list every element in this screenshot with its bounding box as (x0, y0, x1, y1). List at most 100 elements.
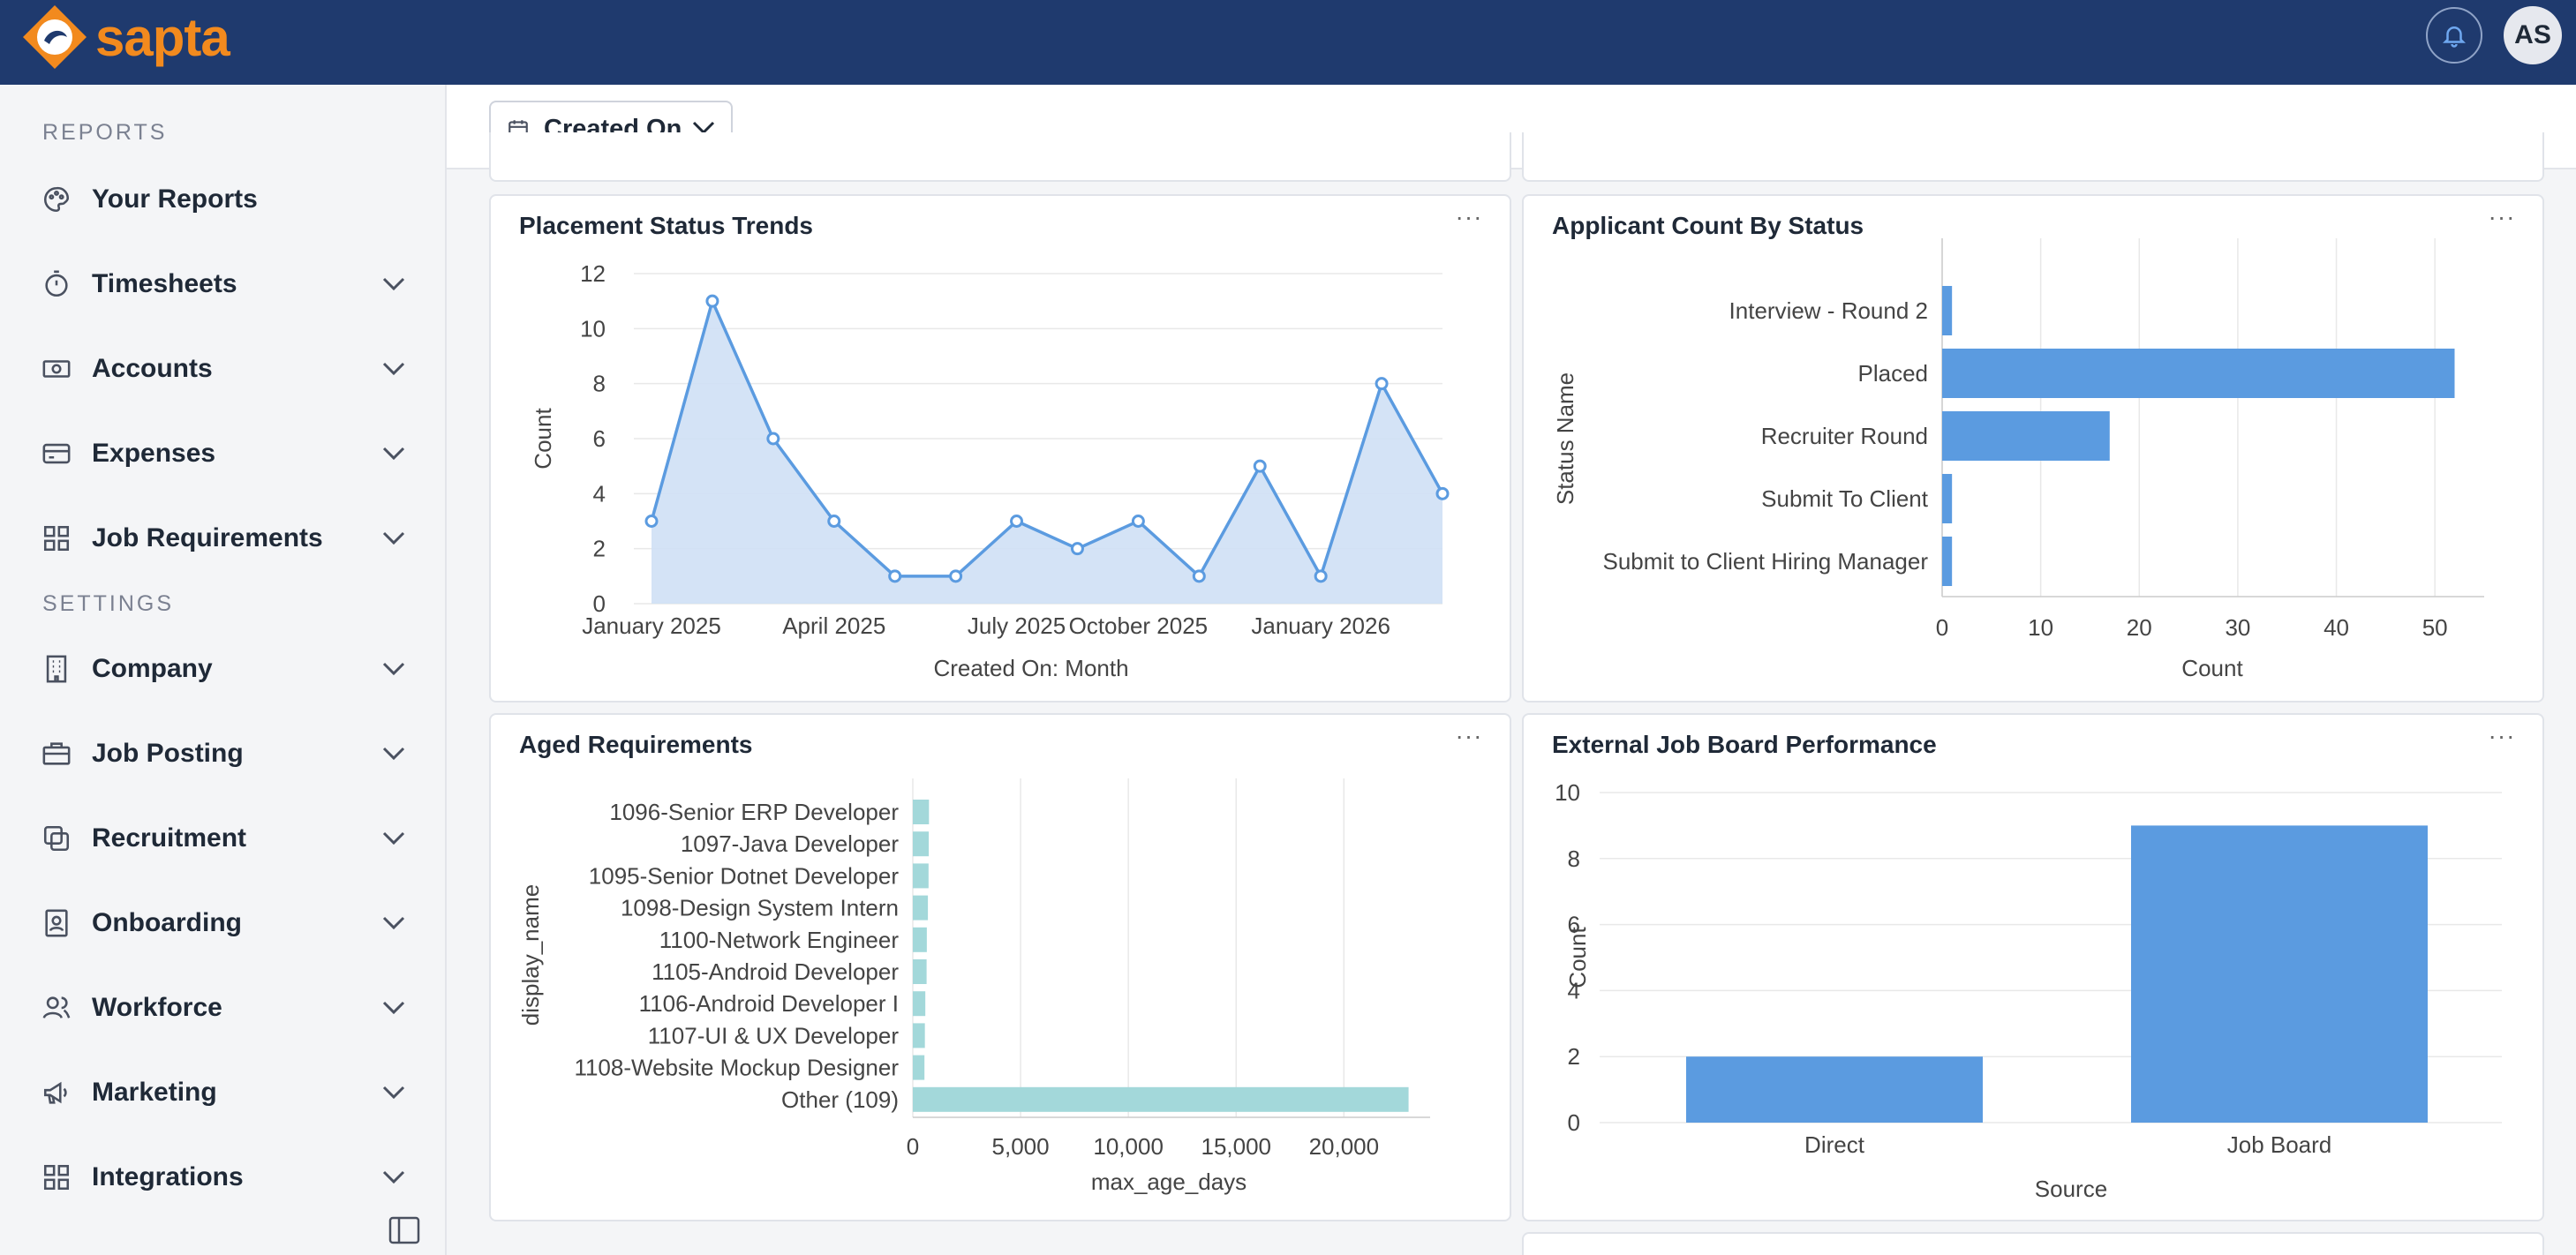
sidebar-item-company[interactable]: Company (39, 644, 410, 694)
chevron-down-icon (378, 824, 410, 853)
bar (913, 927, 927, 952)
collapse-sidebar-button[interactable] (388, 1216, 420, 1244)
building-icon (39, 651, 74, 687)
x-tick-label: January 2026 (1251, 612, 1390, 639)
data-point (1435, 486, 1450, 500)
logo-mark-icon (23, 5, 87, 69)
card-menu-button[interactable]: ··· (1451, 724, 1487, 754)
sidebar-item-label: Onboarding (92, 908, 242, 937)
sidebar-item-recruitment[interactable]: Recruitment (39, 814, 410, 863)
x-axis-label: Count (2181, 655, 2243, 681)
sidebar-item-label: Your Reports (92, 184, 258, 214)
x-axis-label: max_age_days (1091, 1169, 1247, 1195)
y-tick-label: 8 (1568, 845, 1580, 872)
sidebar-item-accounts[interactable]: Accounts (39, 344, 410, 394)
applicant-chart: 0 10 20 30 40 50 Interview - Round 2 Placed Recr… (1552, 238, 2484, 681)
card-menu-button[interactable]: ··· (2484, 205, 2520, 235)
reports-section-title: REPORTS (42, 120, 168, 145)
placement-chart: 0 2 4 6 8 10 12 January 2025 April 2025 July 2025… (530, 260, 1450, 681)
data-point (1070, 542, 1084, 556)
more-icon: ··· (2488, 722, 2516, 749)
sidebar-item-label: Marketing (92, 1078, 217, 1107)
y-tick-label: 4 (593, 480, 606, 507)
credit-card-icon (39, 436, 74, 471)
sidebar-item-your-reports[interactable]: Your Reports (39, 175, 410, 224)
category-label: Recruiter Round (1761, 423, 1928, 449)
id-badge-icon (39, 906, 74, 941)
palette-icon (39, 182, 74, 217)
data-point (766, 432, 780, 446)
data-point (1253, 459, 1267, 473)
chart-title: External Job Board Performance (1552, 731, 1937, 758)
x-tick-label: 10 (2028, 614, 2053, 641)
megaphone-icon (39, 1075, 74, 1110)
y-tick-label: 4 (1568, 977, 1580, 1003)
bar (1942, 537, 1953, 586)
sidebar-item-label: Job Requirements (92, 523, 323, 552)
sidebar-item-onboarding[interactable]: Onboarding (39, 898, 410, 948)
y-tick-label: 2 (1568, 1043, 1580, 1070)
bar (913, 800, 930, 824)
logo[interactable]: sapta (19, 2, 230, 72)
bar (2131, 825, 2428, 1123)
chevron-down-icon (378, 270, 410, 298)
chevron-down-icon (378, 909, 410, 937)
y-tick-label: 0 (593, 590, 606, 617)
x-tick-label: 40 (2324, 614, 2349, 641)
copy-icon (39, 821, 74, 856)
category-label: 1095-Senior Dotnet Developer (589, 862, 900, 889)
chevron-down-icon (378, 1163, 410, 1191)
y-tick-label: 6 (593, 425, 606, 452)
sidebar-item-job-posting[interactable]: Job Posting (39, 729, 410, 778)
data-point (1314, 569, 1328, 583)
card-aged-requirements: Aged Requirements ··· 0 5,000 10,000 15,000… (489, 713, 1511, 1221)
sidebar-item-label: Accounts (92, 354, 213, 383)
notifications-button[interactable] (2426, 7, 2482, 64)
cash-icon (39, 351, 74, 387)
grid-icon (39, 521, 74, 556)
x-tick-label: April 2025 (782, 612, 885, 639)
data-point (888, 569, 902, 583)
grid-icon (39, 1160, 74, 1195)
x-tick-label: 20 (2127, 614, 2152, 641)
sidebar-item-job-requirements[interactable]: Job Requirements (39, 514, 410, 563)
chart-title: Placement Status Trends (519, 212, 814, 239)
aged-chart: 0 5,000 10,000 15,000 20,000 1096-Senior ERP … (517, 778, 1430, 1195)
card-menu-button[interactable]: ··· (1451, 205, 1487, 235)
y-tick-label: 2 (593, 536, 606, 562)
more-icon: ··· (1455, 722, 1483, 749)
data-point (644, 515, 659, 528)
x-tick-label: July 2025 (968, 612, 1066, 639)
card-partial-bottom-right (1522, 1232, 2544, 1255)
x-tick-label: 10,000 (1093, 1133, 1164, 1160)
category-label: Submit to Client Hiring Manager (1603, 548, 1929, 575)
card-placement-status-trends: Placement Status Trends ··· 0 2 4 6 8 10 12 Jan… (489, 194, 1511, 703)
chart-title: Aged Requirements (519, 731, 753, 758)
y-axis-label: display_name (517, 884, 544, 1026)
x-tick-label: October 2025 (1069, 612, 1209, 639)
sidebar-item-marketing[interactable]: Marketing (39, 1068, 410, 1117)
bar (913, 831, 930, 857)
sidebar-item-timesheets[interactable]: Timesheets (39, 259, 410, 309)
sidebar-item-integrations[interactable]: Integrations (39, 1153, 410, 1202)
card-menu-button[interactable]: ··· (2484, 724, 2520, 754)
bar (1686, 1056, 1983, 1123)
category-label: Submit To Client (1761, 485, 1929, 512)
chevron-down-icon (378, 1078, 410, 1107)
sidebar-item-label: Timesheets (92, 269, 237, 298)
card-applicant-count: Applicant Count By Status ··· 0 10 20 30 40 5… (1522, 194, 2544, 703)
sidebar-item-expenses[interactable]: Expenses (39, 429, 410, 478)
category-label: Job Board (2227, 1131, 2332, 1158)
y-axis-label: Count (1564, 927, 1591, 988)
chevron-down-icon (378, 440, 410, 468)
bar (1942, 474, 1953, 523)
y-axis-label: Status Name (1552, 372, 1578, 505)
x-axis-label: Created On: Month (933, 655, 1128, 681)
y-tick-label: 12 (580, 260, 606, 287)
data-point (1131, 515, 1145, 528)
chart-title: Applicant Count By Status (1552, 212, 1864, 239)
category-label: 1108-Website Mockup Designer (574, 1055, 899, 1081)
sidebar-item-workforce[interactable]: Workforce (39, 983, 410, 1033)
category-label: Other (109) (781, 1086, 899, 1113)
user-avatar[interactable]: AS (2504, 6, 2562, 64)
